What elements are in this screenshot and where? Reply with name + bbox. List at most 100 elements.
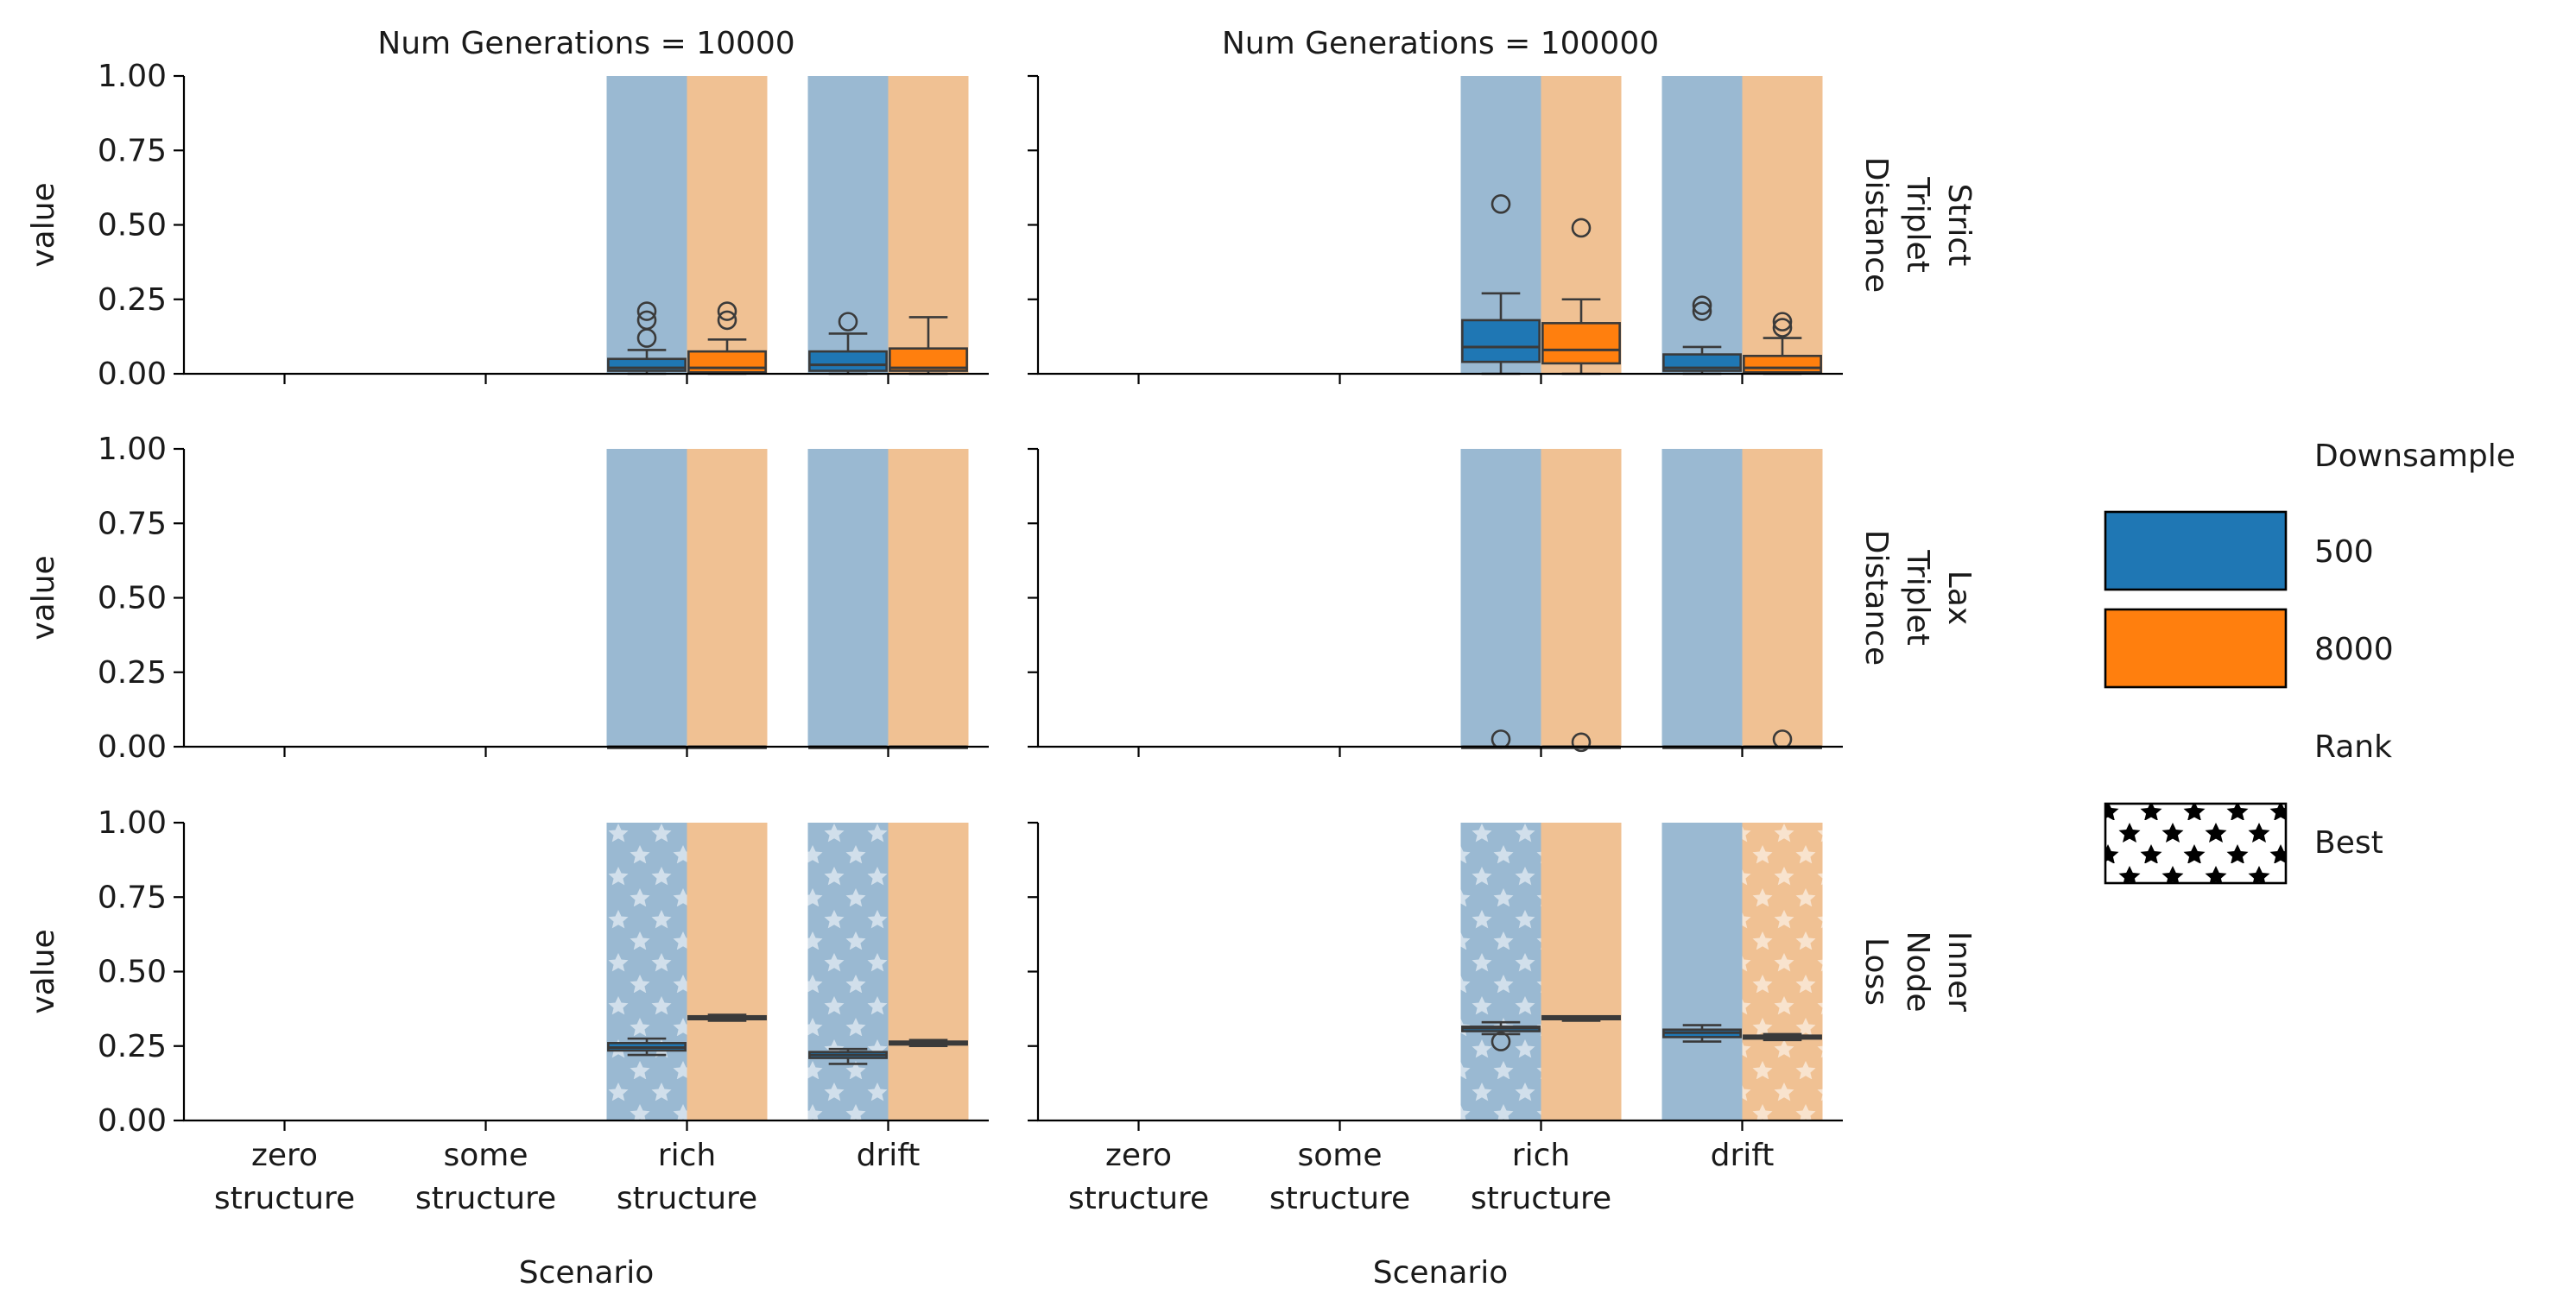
outlier-point bbox=[838, 312, 858, 331]
outlier-point bbox=[1692, 301, 1712, 321]
outlier-point bbox=[1772, 318, 1793, 338]
x-tick-label: zero bbox=[1105, 1138, 1172, 1173]
x-tick-label: some bbox=[444, 1138, 528, 1173]
background-bar bbox=[606, 449, 687, 747]
background-bar bbox=[1541, 449, 1622, 747]
background-bar bbox=[1661, 449, 1743, 747]
legend-label: Best bbox=[2314, 825, 2383, 861]
panel-r1-c0: 0.00 0.25 0.50 0.75 1.00 value bbox=[26, 432, 989, 765]
box-iqr bbox=[1541, 322, 1621, 365]
y-tick-label: 0.75 bbox=[98, 506, 167, 541]
x-axis-label: Scenario bbox=[1373, 1255, 1509, 1291]
column-title: Num Generations = 10000 bbox=[377, 26, 794, 61]
legend-swatch-best bbox=[2104, 802, 2288, 885]
x-tick-label: structure bbox=[415, 1181, 556, 1216]
row-title: Distance bbox=[1858, 530, 1894, 666]
outlier-point bbox=[1571, 218, 1592, 238]
outlier-point bbox=[1491, 1032, 1511, 1051]
legend-title-downsample: Downsample bbox=[2314, 439, 2516, 474]
box-500 bbox=[1461, 1020, 1541, 1051]
box-500 bbox=[607, 1037, 687, 1057]
best-rank-hatch bbox=[606, 823, 687, 1120]
outlier-point bbox=[1772, 312, 1793, 331]
x-tick-label: zero bbox=[251, 1138, 318, 1173]
row-title: Lax bbox=[1941, 571, 1977, 625]
box-iqr bbox=[1461, 319, 1541, 363]
best-rank-hatch bbox=[807, 823, 889, 1120]
background-bar bbox=[1541, 823, 1622, 1120]
x-axis-label: Scenario bbox=[519, 1255, 655, 1291]
background-bar bbox=[687, 76, 768, 374]
y-tick-label: 0.75 bbox=[98, 880, 167, 915]
background-bar bbox=[1661, 823, 1743, 1120]
y-axis-label: value bbox=[26, 555, 61, 640]
legend-swatch-8000 bbox=[2104, 608, 2288, 689]
y-tick-label: 1.00 bbox=[98, 805, 167, 841]
box-8000 bbox=[1541, 1014, 1621, 1022]
background-bar bbox=[687, 449, 768, 747]
box-8000 bbox=[1541, 218, 1621, 376]
y-tick-label: 0.25 bbox=[98, 282, 167, 318]
outlier-point bbox=[717, 301, 737, 321]
outlier-point bbox=[1772, 729, 1793, 749]
background-bar bbox=[1742, 449, 1823, 747]
x-tick-label: structure bbox=[1068, 1181, 1209, 1216]
box-500 bbox=[1461, 194, 1541, 376]
best-rank-hatch bbox=[1742, 823, 1823, 1120]
y-tick-label: 0.75 bbox=[98, 133, 167, 168]
box-8000 bbox=[687, 1013, 767, 1022]
outlier-point bbox=[1571, 732, 1592, 753]
y-tick-label: 1.00 bbox=[98, 59, 167, 94]
box-8000 bbox=[889, 1038, 968, 1048]
x-tick-label: structure bbox=[1471, 1181, 1611, 1216]
y-tick-label: 0.25 bbox=[98, 655, 167, 691]
legend-swatch-500 bbox=[2104, 510, 2288, 591]
y-tick-label: 0.50 bbox=[98, 581, 167, 616]
legend-title-rank: Rank bbox=[2314, 729, 2392, 765]
background-bar bbox=[606, 76, 687, 374]
best-rank-hatch bbox=[1460, 823, 1541, 1120]
y-tick-label: 0.00 bbox=[98, 357, 167, 392]
row-title: Triplet bbox=[1900, 176, 1935, 273]
outlier-point bbox=[636, 310, 657, 331]
row-title: Inner bbox=[1941, 931, 1977, 1012]
background-bar bbox=[1460, 449, 1541, 747]
outlier-point bbox=[717, 310, 737, 331]
x-tick-label: structure bbox=[617, 1181, 757, 1216]
box-500 bbox=[808, 1047, 888, 1065]
background-bar bbox=[1742, 76, 1823, 374]
row-title: Triplet bbox=[1900, 549, 1935, 646]
legend: Downsample 500 8000 Rank Best bbox=[2104, 439, 2516, 885]
row-title: Node bbox=[1900, 931, 1935, 1013]
y-tick-label: 1.00 bbox=[98, 432, 167, 467]
panel-r0-c1 bbox=[1028, 74, 1843, 384]
background-bar bbox=[807, 76, 889, 374]
legend-label: 8000 bbox=[2314, 632, 2394, 667]
y-axis-label: value bbox=[26, 929, 61, 1013]
y-tick-label: 0.50 bbox=[98, 955, 167, 990]
x-tick-label: rich bbox=[658, 1138, 716, 1173]
outlier-point bbox=[636, 301, 657, 321]
background-bar bbox=[1661, 76, 1743, 374]
x-tick-label: rich bbox=[1512, 1138, 1570, 1173]
y-axis-label: value bbox=[26, 182, 61, 267]
x-tick-label: structure bbox=[214, 1181, 355, 1216]
background-bar bbox=[687, 823, 768, 1120]
background-bar bbox=[807, 449, 889, 747]
outlier-point bbox=[1491, 729, 1511, 749]
box-iqr bbox=[1743, 354, 1822, 374]
y-tick-label: 0.50 bbox=[98, 208, 167, 243]
box-500 bbox=[1662, 1024, 1742, 1043]
panel-r2-c1: zero structure some structure rich structure d… bbox=[1028, 821, 1843, 1291]
x-tick-label: drift bbox=[1711, 1138, 1775, 1173]
y-tick-label: 0.00 bbox=[98, 1103, 167, 1139]
row-title: Strict bbox=[1941, 184, 1977, 267]
box-500 bbox=[808, 312, 888, 376]
panel-r1-c1 bbox=[1028, 447, 1843, 757]
panel-r0-c0: 0.00 0.25 0.50 0.75 1.00 value bbox=[26, 59, 989, 392]
column-title: Num Generations = 100000 bbox=[1222, 26, 1659, 61]
outlier-point bbox=[1491, 194, 1511, 214]
outlier-point bbox=[1692, 295, 1712, 315]
legend-label: 500 bbox=[2314, 534, 2374, 570]
row-title: Distance bbox=[1858, 157, 1894, 293]
